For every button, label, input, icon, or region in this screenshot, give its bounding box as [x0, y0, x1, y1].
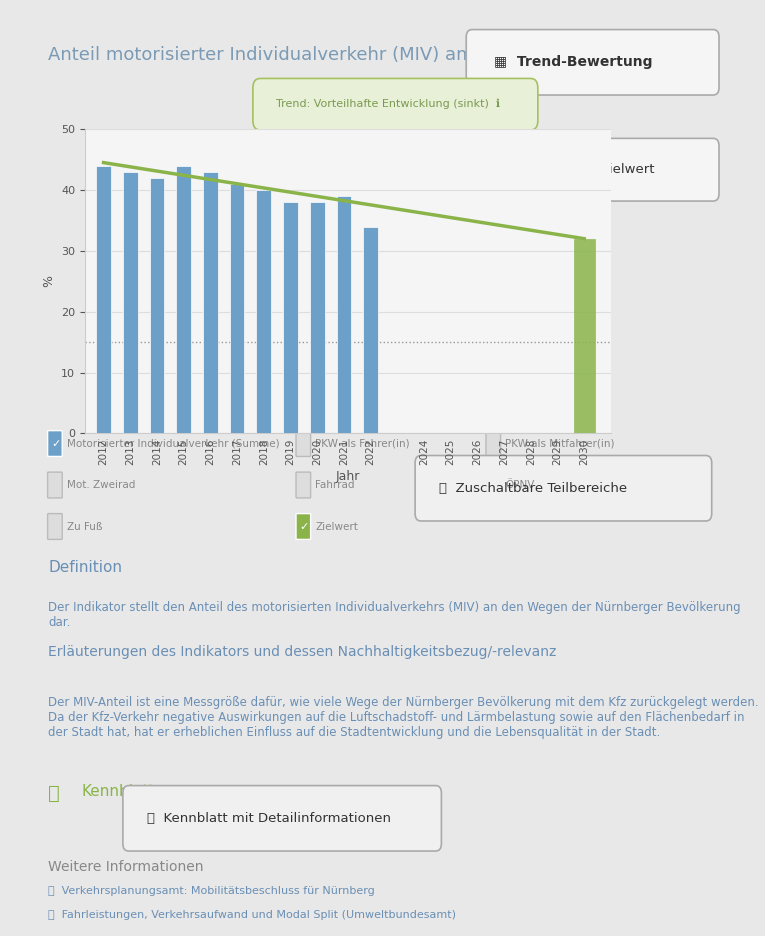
Text: ❓  Kennblatt mit Detailinformationen: ❓ Kennblatt mit Detailinformationen — [147, 812, 391, 825]
Bar — [363, 227, 378, 433]
FancyBboxPatch shape — [296, 472, 311, 498]
Bar — [150, 178, 164, 433]
FancyBboxPatch shape — [451, 139, 719, 201]
Text: 🔗  Verkehrsplanungsamt: Mobilitätsbeschluss für Nürnberg: 🔗 Verkehrsplanungsamt: Mobilitätsbeschlu… — [48, 886, 375, 896]
Bar — [230, 183, 244, 433]
Y-axis label: %: % — [43, 275, 56, 287]
Text: Kennblatt: Kennblatt — [81, 783, 155, 798]
Text: PKW als Fahrer(in): PKW als Fahrer(in) — [315, 439, 409, 448]
Bar — [176, 166, 191, 433]
Bar — [574, 239, 595, 433]
Bar — [123, 171, 138, 433]
Text: Zu Fuß: Zu Fuß — [67, 521, 102, 532]
FancyBboxPatch shape — [415, 456, 711, 521]
Bar — [256, 190, 271, 433]
FancyBboxPatch shape — [486, 431, 500, 457]
FancyBboxPatch shape — [466, 30, 719, 95]
FancyBboxPatch shape — [355, 298, 575, 349]
Text: Weitere Informationen: Weitere Informationen — [48, 860, 203, 874]
FancyBboxPatch shape — [486, 472, 500, 498]
FancyBboxPatch shape — [123, 785, 441, 851]
Bar — [337, 196, 351, 433]
Text: 🔗  Fahrleistungen, Verkehrsaufwand und Modal Split (Umweltbundesamt): 🔗 Fahrleistungen, Verkehrsaufwand und Mo… — [48, 910, 457, 920]
Text: Motorisierter Individualverkehr (Summe): Motorisierter Individualverkehr (Summe) — [67, 439, 279, 448]
FancyBboxPatch shape — [296, 514, 311, 539]
Text: 🔭  Werteverlauf: 🔭 Werteverlauf — [165, 288, 286, 302]
FancyBboxPatch shape — [47, 472, 62, 498]
Text: Der Indikator stellt den Anteil des motorisierten Individualverkehrs (MIV) an de: Der Indikator stellt den Anteil des moto… — [48, 601, 741, 629]
Text: ÖPNV: ÖPNV — [505, 480, 534, 490]
Text: ✓: ✓ — [51, 439, 60, 448]
Text: 🔭  Zielkorridor mit Zielwert: 🔭 Zielkorridor mit Zielwert — [476, 163, 654, 176]
Text: PKW als Mitfahrer(in): PKW als Mitfahrer(in) — [505, 439, 614, 448]
Text: Der MIV-Anteil ist eine Messgröße dafür, wie viele Wege der Nürnberger Bevölkeru: Der MIV-Anteil ist eine Messgröße dafür,… — [48, 696, 759, 739]
FancyBboxPatch shape — [253, 79, 538, 130]
Text: Mot. Zweirad: Mot. Zweirad — [67, 480, 135, 490]
X-axis label: Jahr: Jahr — [336, 470, 360, 483]
Text: 👤  Zuschaltbare Teilbereiche: 👤 Zuschaltbare Teilbereiche — [439, 482, 627, 495]
Text: Zielwert: Zielwert — [315, 521, 358, 532]
Text: Trend: Vorteilhafte Entwicklung (sinkt)  ℹ: Trend: Vorteilhafte Entwicklung (sinkt) … — [276, 99, 500, 110]
Text: Zielwert in 2030: 32 %: Zielwert in 2030: 32 % — [390, 317, 539, 330]
Bar — [310, 202, 324, 433]
Text: ▦  Trend-Bewertung: ▦ Trend-Bewertung — [494, 55, 653, 69]
Bar — [203, 171, 218, 433]
Bar — [283, 202, 298, 433]
Bar — [96, 166, 111, 433]
Text: ✓: ✓ — [299, 521, 309, 532]
FancyBboxPatch shape — [296, 431, 311, 457]
Text: Fahrrad: Fahrrad — [315, 480, 354, 490]
Text: Erläuterungen des Indikators und dessen Nachhaltigkeitsbezug/-relevanz: Erläuterungen des Indikators und dessen … — [48, 646, 557, 660]
Text: Anteil motorisierter Individualverkehr (MIV) am Gesamtverkehr: Anteil motorisierter Individualverkehr (… — [48, 46, 619, 65]
FancyBboxPatch shape — [47, 514, 62, 539]
FancyBboxPatch shape — [145, 265, 332, 326]
Text: Definition: Definition — [48, 560, 122, 575]
Text: ✅: ✅ — [48, 783, 60, 803]
FancyBboxPatch shape — [47, 431, 62, 457]
